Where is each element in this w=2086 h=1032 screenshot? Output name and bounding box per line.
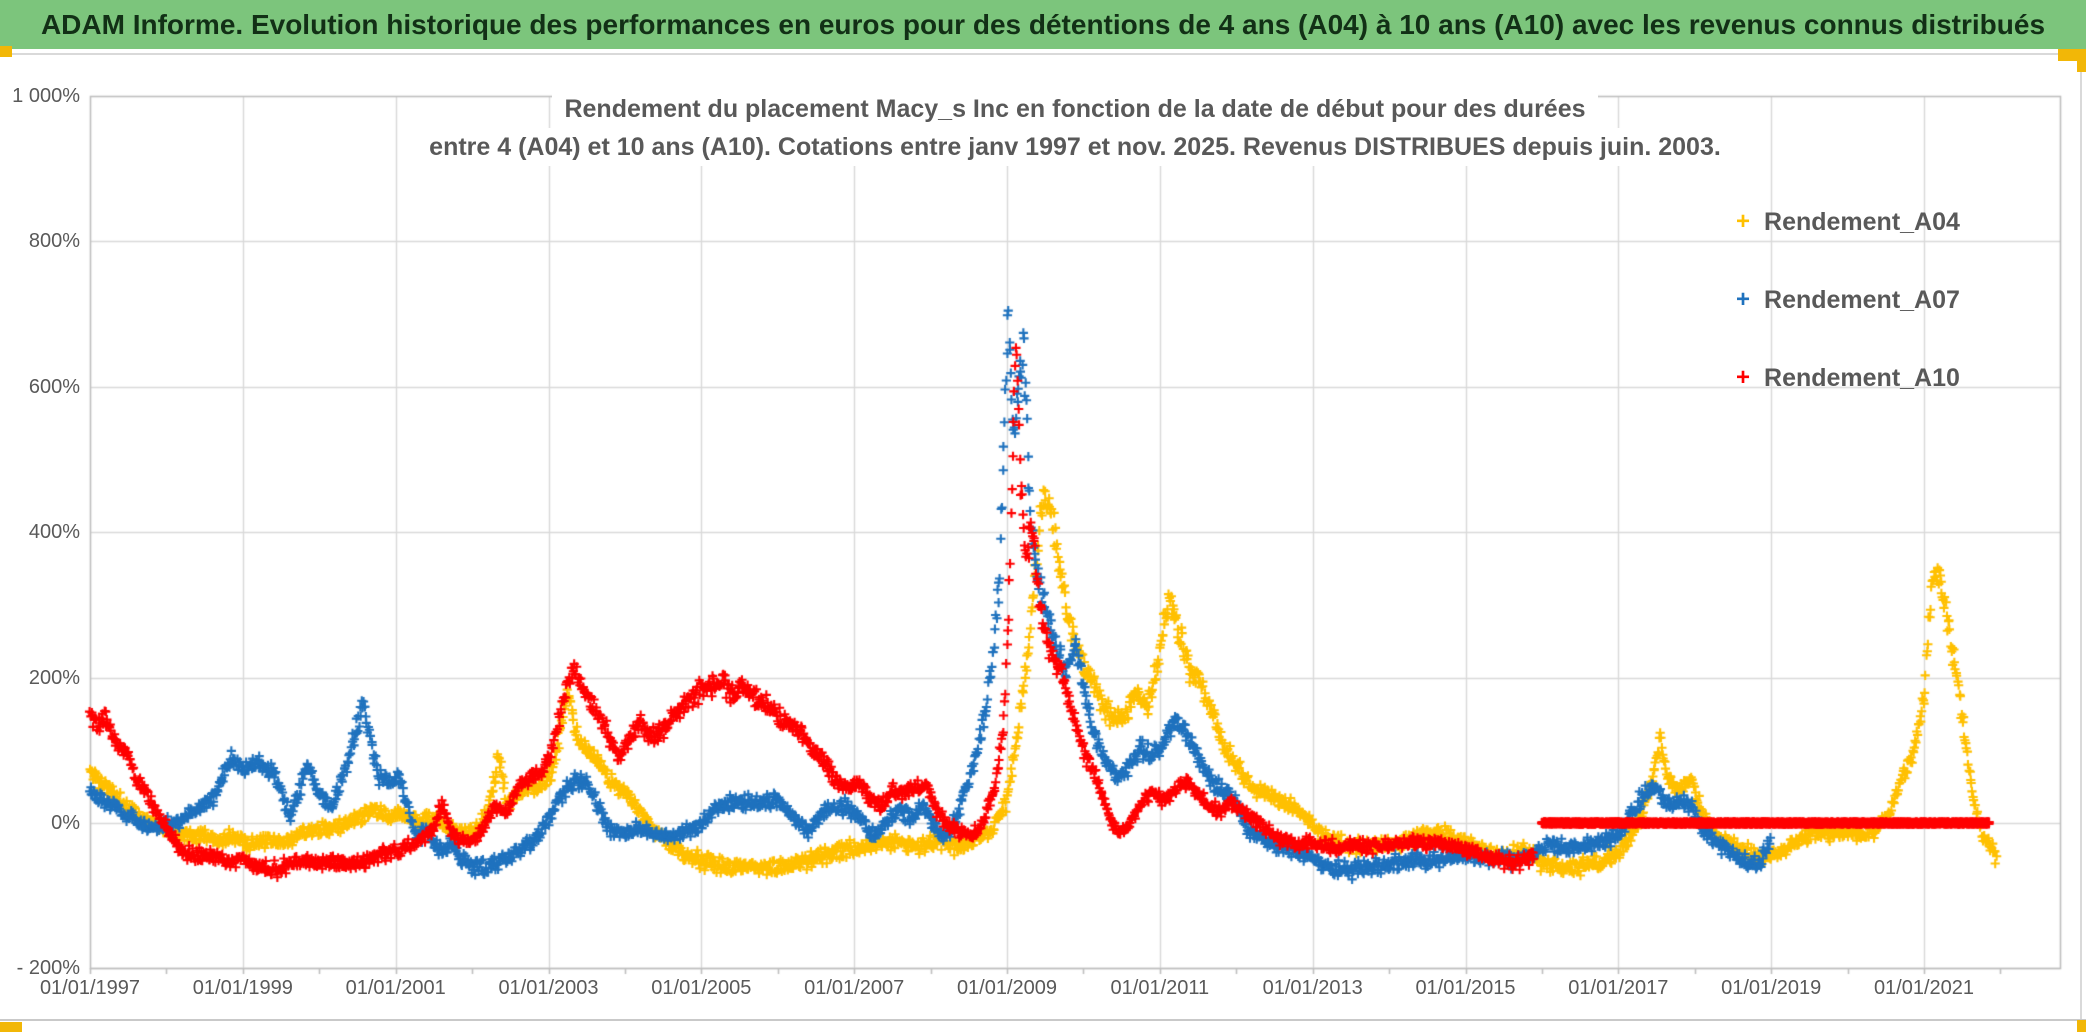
legend-entry-a07[interactable]: + Rendement_A07 — [1736, 282, 1960, 318]
x-axis-label: 01/01/2019 — [1721, 977, 1822, 999]
x-axis-label: 01/01/2021 — [1873, 977, 1975, 999]
legend-entry-a04[interactable]: + Rendement_A04 — [1736, 204, 1960, 240]
y-axis-label: - 200% — [16, 957, 80, 980]
plus-marker-icon: + — [1736, 364, 1751, 391]
plus-marker-icon: + — [1736, 208, 1751, 235]
legend-label: Rendement_A10 — [1764, 363, 1960, 392]
legend-entry-a10[interactable]: + Rendement_A10 — [1736, 360, 1960, 396]
gold-edge-accent-top-right — [2077, 49, 2086, 72]
legend-label: Rendement_A04 — [1764, 207, 1960, 236]
header-divider — [0, 53, 2086, 55]
y-axis-label: 600% — [28, 375, 80, 398]
y-axis-label: 800% — [28, 230, 80, 253]
x-axis-label: 01/01/2015 — [1415, 977, 1516, 999]
y-axis-label: 200% — [28, 666, 80, 689]
header-title: ADAM Informe. Evolution historique des p… — [40, 8, 2046, 40]
y-axis-label: 400% — [28, 521, 80, 544]
legend-label: Rendement_A07 — [1764, 285, 1960, 314]
header-banner: ADAM Informe. Evolution historique des p… — [0, 0, 2086, 49]
footer-divider — [0, 1019, 2086, 1021]
x-axis-label: 01/01/1997 — [39, 977, 141, 999]
x-axis-label: 01/01/2001 — [345, 977, 446, 999]
x-axis-label: 01/01/2011 — [1110, 977, 1210, 999]
x-axis-label: 01/01/2013 — [1262, 977, 1363, 999]
x-axis-label: 01/01/2017 — [1568, 977, 1669, 999]
y-axis-label: 1 000% — [12, 85, 80, 107]
x-axis-label: 01/01/2003 — [498, 977, 599, 999]
y-axis-label: 0% — [51, 812, 80, 834]
x-axis-label: 01/01/1999 — [192, 977, 293, 999]
plus-marker-icon: + — [1736, 286, 1751, 313]
x-axis-label: 01/01/2005 — [651, 977, 752, 999]
x-axis-label: 01/01/2007 — [804, 977, 905, 999]
window-right-edge — [2080, 55, 2082, 1019]
gold-corner-accent-bottom-left — [0, 1022, 22, 1032]
x-axis-label: 01/01/2009 — [956, 977, 1058, 999]
gold-corner-accent-top-left — [0, 46, 12, 57]
gold-corner-accent-bottom-right — [2077, 1020, 2086, 1032]
